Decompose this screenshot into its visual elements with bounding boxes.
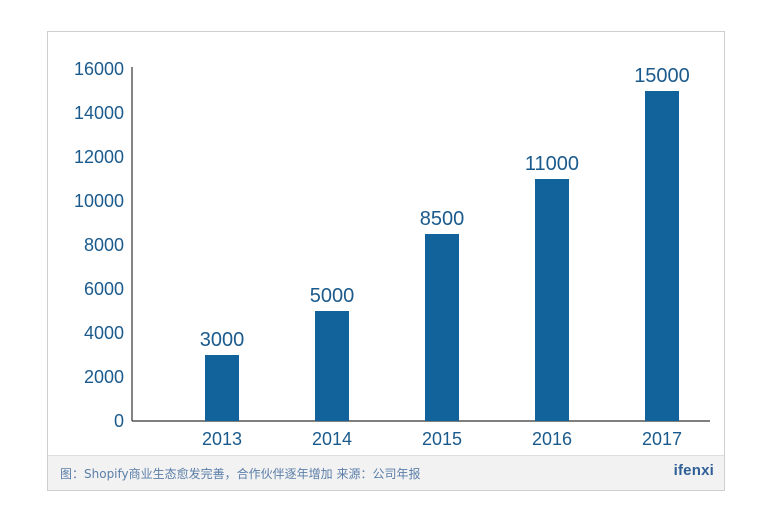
y-tick-label: 10000 — [74, 191, 124, 211]
x-tick-label: 2014 — [312, 429, 352, 449]
bar-2017 — [645, 91, 679, 421]
x-tick-label: 2016 — [532, 429, 572, 449]
y-tick-label: 12000 — [74, 147, 124, 167]
y-tick-label: 16000 — [74, 59, 124, 79]
bar-2014 — [315, 311, 349, 421]
x-tick-label: 2015 — [422, 429, 462, 449]
data-labels: 3000 5000 8500 11000 15000 — [200, 65, 690, 351]
source-caption: 图：Shopify商业生态愈发完善，合作伙伴逐年增加 来源：公司年报 — [60, 467, 421, 481]
bars — [205, 91, 679, 421]
chart-footer: 图：Shopify商业生态愈发完善，合作伙伴逐年增加 来源：公司年报 ifenx… — [48, 455, 724, 490]
chart-frame: 0 2000 4000 6000 8000 10000 12000 14000 16000 20… — [47, 31, 725, 491]
y-axis: 0 2000 4000 6000 8000 10000 12000 14000 16000 — [74, 59, 133, 431]
bar-2016 — [535, 179, 569, 421]
data-label-2017: 15000 — [634, 65, 690, 87]
y-tick-label: 0 — [114, 411, 124, 431]
y-tick-label: 4000 — [84, 323, 124, 343]
data-label-2014: 5000 — [310, 285, 355, 307]
ifenxi-logo: ifenxi — [673, 462, 714, 479]
bar-2013 — [205, 355, 239, 421]
y-tick-label: 2000 — [84, 367, 124, 387]
y-tick-label: 14000 — [74, 103, 124, 123]
data-label-2016: 11000 — [525, 153, 579, 175]
y-tick-label: 8000 — [84, 235, 124, 255]
bar-2015 — [425, 234, 459, 421]
x-tick-label: 2017 — [642, 429, 682, 449]
bar-chart: 0 2000 4000 6000 8000 10000 12000 14000 16000 20… — [74, 59, 710, 449]
x-axis: 2013 2014 2015 2016 2017 — [132, 420, 710, 449]
data-label-2015: 8500 — [420, 208, 465, 230]
x-tick-label: 2013 — [202, 429, 242, 449]
data-label-2013: 3000 — [200, 329, 245, 351]
y-tick-label: 6000 — [84, 279, 124, 299]
